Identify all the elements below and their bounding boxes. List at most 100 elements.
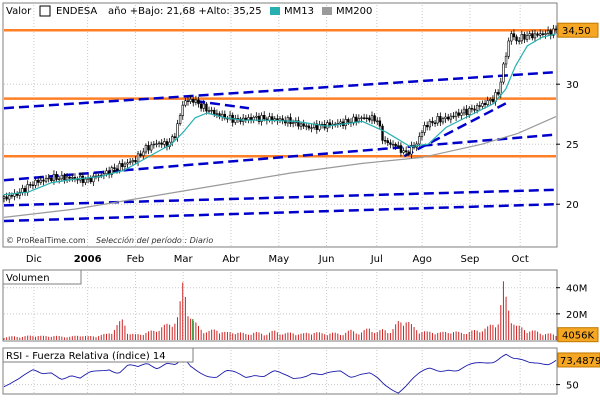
candle-body <box>36 179 40 183</box>
candle-body <box>418 136 421 145</box>
candle-body <box>34 179 37 186</box>
ticker-swatch <box>39 5 51 17</box>
candle-body <box>5 196 8 200</box>
candle-body <box>465 108 468 115</box>
candle-body <box>525 35 529 40</box>
x-tick-label: Abr <box>222 254 240 265</box>
candle-body <box>110 167 113 175</box>
candle-body <box>347 119 350 123</box>
candle-body <box>378 120 382 127</box>
candle-body <box>360 117 363 119</box>
candle-body <box>270 116 274 121</box>
rsi-y-axis: 50 73,4879 <box>556 352 600 392</box>
volume-y-tick-label: 20M <box>566 310 587 321</box>
ma200-swatch <box>322 7 332 15</box>
candle-body <box>29 184 32 186</box>
candle-body <box>491 99 495 102</box>
candle-body <box>468 108 471 115</box>
candle-body <box>389 142 392 145</box>
ticker-label: ENDESA <box>56 6 97 17</box>
price-y-tick-label: 25 <box>566 140 579 151</box>
candle-body <box>144 145 148 153</box>
ma200-legend: MM200 <box>336 6 372 17</box>
candle-body <box>475 105 479 111</box>
candle-body <box>473 108 476 111</box>
candle-body <box>247 117 250 121</box>
candle-body <box>147 145 150 151</box>
candle-body <box>60 174 64 180</box>
candle-body <box>65 176 69 181</box>
candle-body <box>181 104 184 116</box>
volume-bars <box>3 281 557 340</box>
candle-body <box>21 188 24 193</box>
candle-body <box>184 100 187 106</box>
candle-body <box>84 178 87 183</box>
candle-body <box>478 105 481 107</box>
candle-body <box>142 151 145 156</box>
trend-line <box>403 102 507 158</box>
rsi-line <box>3 353 557 394</box>
candle-body <box>502 63 505 83</box>
candle-body <box>546 30 550 34</box>
candle-body <box>368 117 371 121</box>
x-tick-label: Jul <box>370 254 383 265</box>
candle-body <box>52 174 56 182</box>
candle-body <box>10 195 14 197</box>
candle-body <box>257 115 261 122</box>
last-volume-box <box>557 327 599 343</box>
candle-body <box>136 153 140 163</box>
x-tick-label: Ago <box>413 254 432 265</box>
x-axis: Dic 2006 Feb Mar Abr May Jun Jul Ago Sep Oct <box>26 254 529 265</box>
volume-grid <box>4 272 556 340</box>
candle-body <box>515 36 518 42</box>
candle-body <box>186 100 190 102</box>
volume-y-tick-label: 40M <box>566 284 587 295</box>
x-tick-label: Oct <box>512 254 529 265</box>
candle-body <box>63 174 66 181</box>
period-text: Selección del período : Diario <box>96 235 213 245</box>
candle-body <box>202 103 205 109</box>
ma13-swatch <box>270 7 280 15</box>
candle-body <box>157 142 161 145</box>
candle-body <box>263 115 266 120</box>
candle-body <box>326 122 329 129</box>
candle-body <box>489 99 492 101</box>
candle-body <box>134 160 137 163</box>
candle-body <box>373 115 376 122</box>
candle-body <box>71 177 74 179</box>
price-y-axis: 20 25 30 34,50 <box>556 22 599 211</box>
ma200-path <box>3 116 557 218</box>
candle-body <box>394 143 397 147</box>
candle-body <box>113 167 116 170</box>
candle-body <box>57 178 61 180</box>
candle-body <box>252 116 255 121</box>
candle-body <box>50 177 53 182</box>
candle-body <box>433 122 437 124</box>
candle-body <box>234 118 237 123</box>
candle-body <box>439 116 442 123</box>
ma13-path <box>3 33 557 196</box>
rsi-y-tick-label: 50 <box>566 381 579 392</box>
ma13-legend: MM13 <box>284 6 314 17</box>
volume-panel <box>2 269 558 342</box>
candle-body <box>452 115 455 118</box>
price-panel <box>2 2 558 248</box>
candle-body <box>139 153 142 156</box>
candle-body <box>152 143 156 146</box>
candle-body <box>454 112 458 118</box>
candle-body <box>291 122 295 124</box>
candle-body <box>486 100 489 105</box>
candle-body <box>544 33 547 35</box>
candle-body <box>496 92 500 95</box>
candle-body <box>339 121 342 124</box>
candle-body <box>47 177 50 180</box>
candle-body <box>407 151 410 155</box>
candle-body <box>436 116 439 124</box>
candle-body <box>115 168 119 171</box>
candle-body <box>42 179 45 182</box>
candle-body <box>68 176 71 179</box>
candle-body <box>528 33 531 37</box>
candle-body <box>160 142 163 145</box>
candle-body <box>470 108 474 110</box>
